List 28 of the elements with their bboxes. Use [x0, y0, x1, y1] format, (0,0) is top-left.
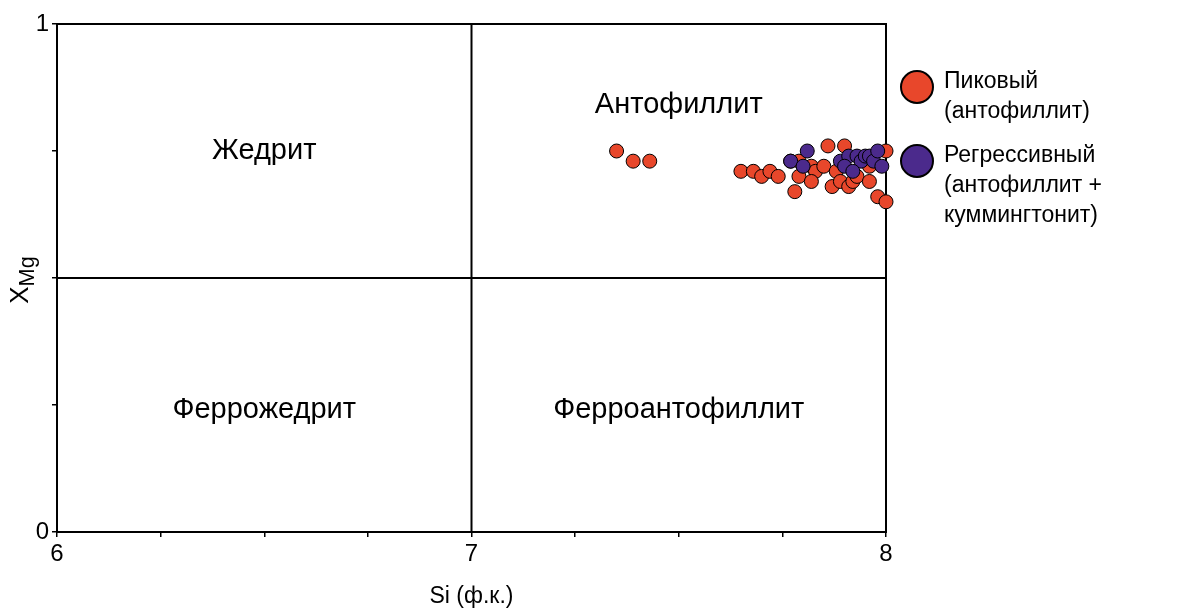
point — [816, 158, 832, 174]
point — [787, 184, 803, 200]
point — [609, 143, 625, 159]
point — [799, 143, 815, 159]
annotation: Ферроантофиллит — [553, 392, 805, 425]
point — [642, 153, 658, 169]
legend-label: Пиковый (антофиллит) — [944, 66, 1091, 125]
annotation: Жедрит — [212, 133, 317, 165]
x-tick-label: 8 — [879, 539, 893, 567]
x-axis-title: Si (ф.к.) — [429, 581, 514, 608]
point — [733, 163, 749, 179]
annotation: Антофиллит — [594, 87, 763, 120]
point — [803, 173, 819, 189]
y-tick-label: 1 — [35, 8, 49, 36]
point — [874, 158, 890, 174]
x-tick-label: 6 — [50, 539, 64, 567]
point — [878, 194, 894, 210]
point — [845, 163, 861, 179]
x-tick-label: 7 — [464, 539, 479, 567]
annotation: Феррожедрит — [172, 392, 357, 425]
y-tick-label: 0 — [35, 516, 49, 544]
point — [861, 173, 877, 189]
point — [770, 168, 786, 184]
point — [795, 158, 811, 174]
legend-label: Регрессивный (антофиллит + куммингтонит) — [944, 139, 1104, 229]
point — [820, 138, 836, 154]
point — [870, 143, 886, 159]
point — [625, 153, 641, 169]
